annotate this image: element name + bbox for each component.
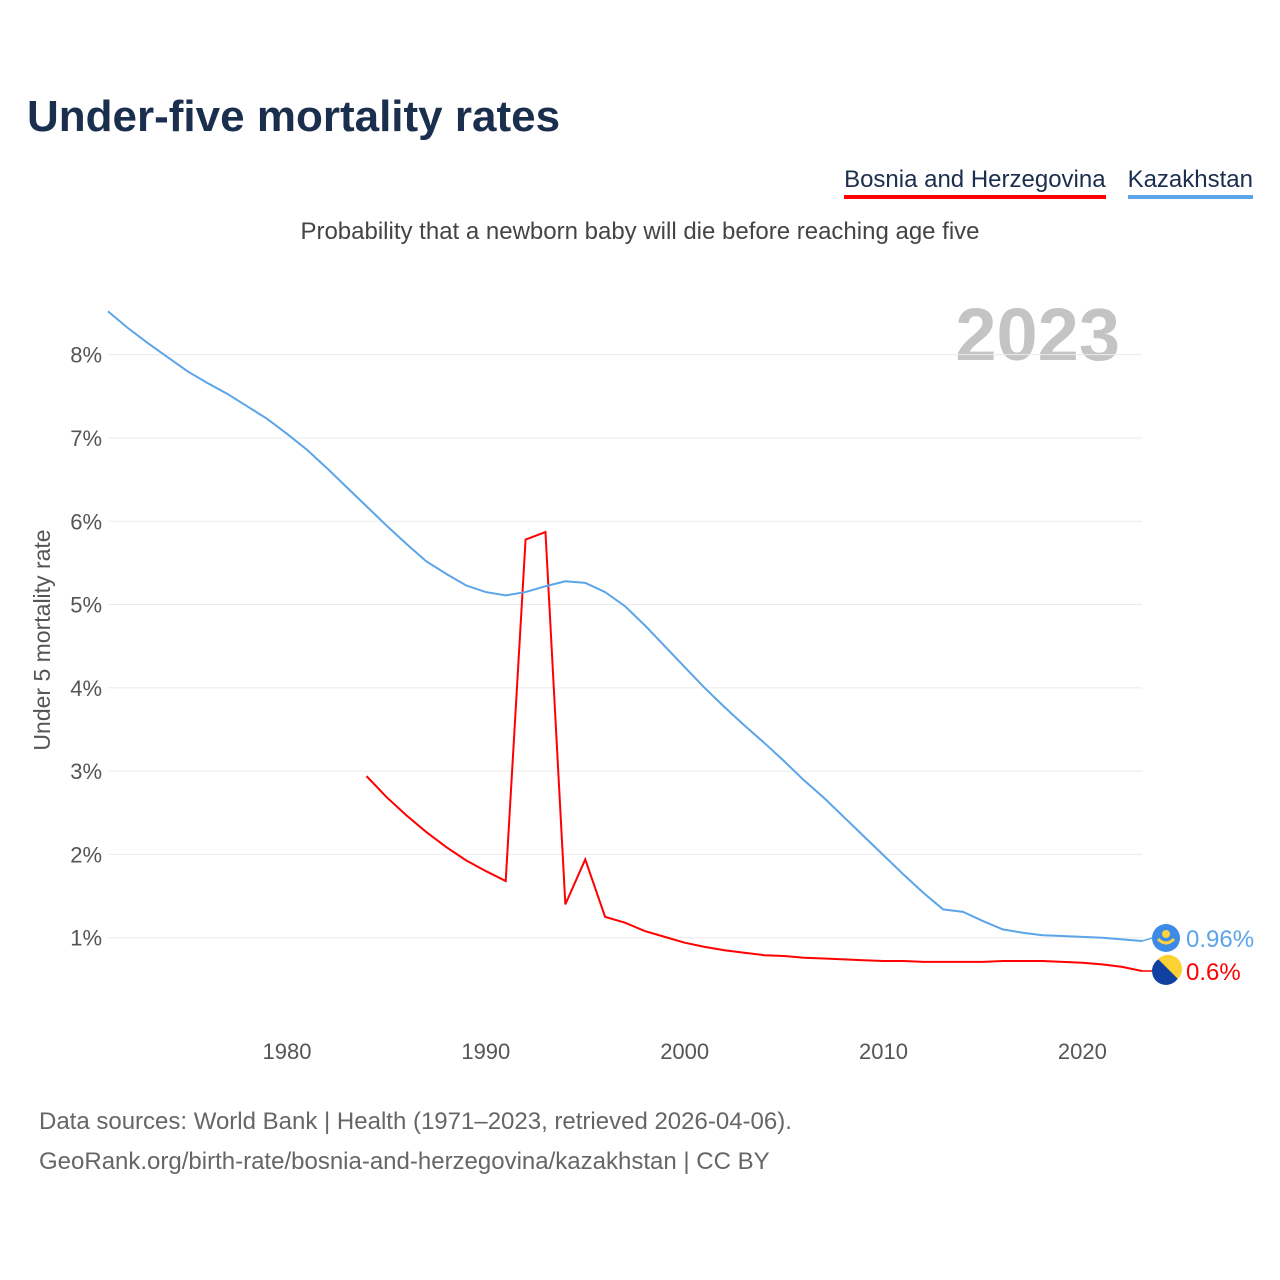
chart-title: Under-five mortality rates <box>27 92 561 141</box>
legend-item-bosnia[interactable]: Bosnia and Herzegovina <box>844 166 1106 199</box>
kazakhstan-flag-icon <box>1152 924 1180 952</box>
chart-subtitle: Probability that a newborn baby will die… <box>300 218 980 245</box>
year-label: 2023 <box>955 293 1120 376</box>
y-axis-label: Under 5 mortality rate <box>29 529 55 750</box>
label-connector <box>1141 937 1153 942</box>
y-tick-label: 3% <box>70 759 102 784</box>
legend: Bosnia and Herzegovina Kazakhstan <box>844 166 1253 199</box>
x-tick-label: 2010 <box>859 1039 908 1064</box>
y-tick-label: 1% <box>70 926 102 951</box>
bosnia-flag-icon <box>1152 954 1183 985</box>
y-tick-label: 6% <box>70 509 102 534</box>
series-line-bosnia[interactable] <box>365 530 1143 973</box>
y-tick-label: 2% <box>70 842 102 867</box>
x-tick-label: 2020 <box>1058 1039 1107 1064</box>
y-tick-label: 5% <box>70 593 102 618</box>
source-line-2[interactable]: GeoRank.org/birth-rate/bosnia-and-herzeg… <box>39 1148 770 1175</box>
x-tick-label: 1990 <box>461 1039 510 1064</box>
y-tick-label: 8% <box>70 343 102 368</box>
source-line-1: Data sources: World Bank | Health (1971–… <box>39 1108 792 1135</box>
end-value-label: 0.6% <box>1186 959 1241 986</box>
y-tick-label: 4% <box>70 676 102 701</box>
end-value-label: 0.96% <box>1186 926 1254 953</box>
x-tick-label: 2000 <box>660 1039 709 1064</box>
legend-item-kazakhstan[interactable]: Kazakhstan <box>1127 166 1253 199</box>
x-tick-label: 1980 <box>262 1039 311 1064</box>
y-tick-label: 7% <box>70 426 102 451</box>
series-line-kazakhstan[interactable] <box>107 310 1143 943</box>
